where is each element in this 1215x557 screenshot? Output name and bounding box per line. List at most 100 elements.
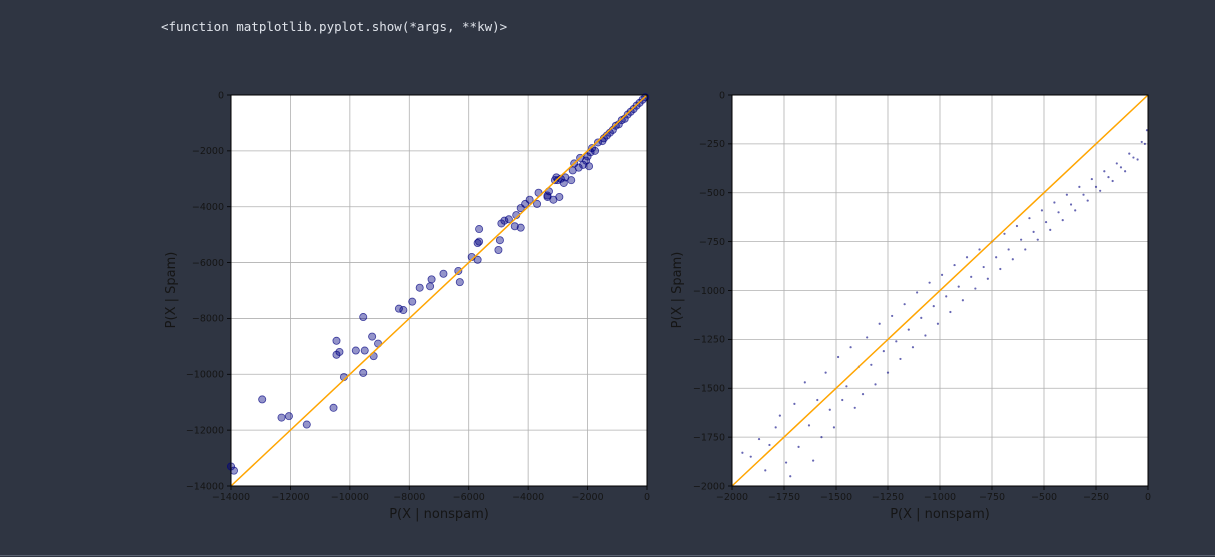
left-x-tick-label-1: −12000: [271, 492, 309, 503]
right-data-points: [741, 129, 1149, 478]
left-y-tick-label-0: −14000: [186, 481, 224, 492]
cell-output-text: <function matplotlib.pyplot.show(*args, …: [161, 19, 508, 34]
right-data-point-23: [853, 406, 856, 409]
right-data-point-18: [832, 426, 836, 429]
left-data-point-63: [583, 152, 592, 161]
right-data-point-37: [911, 346, 915, 349]
left-y-tick-label-7: 0: [218, 90, 224, 101]
right-data-point-44: [940, 273, 944, 276]
right-data-point-60: [1007, 248, 1010, 251]
right-data-point-57: [995, 256, 998, 259]
left-data-point-30: [475, 237, 484, 246]
right-data-point-26: [866, 336, 869, 339]
left-data-point-15: [368, 332, 377, 341]
left-data-point-5: [302, 420, 311, 429]
left-data-point-79: [626, 107, 635, 116]
left-data-point-46: [543, 191, 552, 200]
right-y-ticks: −2000 −1750 −1500 −1250 −1000 −750 −500 −250 0: [693, 90, 732, 492]
right-data-point-91: [1136, 158, 1139, 161]
right-data-point-34: [899, 357, 902, 361]
right-data-point-85: [1111, 179, 1114, 183]
right-x-tick-label-0: −2000: [716, 492, 748, 503]
right-x-tick-label-2: −1500: [820, 492, 852, 503]
right-data-point-46: [949, 310, 952, 314]
left-data-point-13: [359, 313, 368, 322]
left-data-point-3: [277, 413, 286, 422]
right-data-point-66: [1032, 230, 1035, 233]
left-x-tick-label-0: −14000: [212, 492, 250, 503]
left-data-point-18: [394, 304, 403, 313]
right-y-tick-label-6: −500: [699, 188, 725, 199]
right-data-point-12: [807, 424, 811, 427]
right-data-point-74: [1065, 193, 1068, 196]
left-data-point-26: [455, 278, 464, 287]
right-y-axis-label: P(X | Spam): [670, 252, 685, 329]
left-data-point-36: [504, 215, 513, 224]
right-data-point-47: [953, 263, 956, 267]
right-data-point-82: [1099, 189, 1102, 192]
right-data-point-48: [957, 285, 960, 288]
right-data-point-92: [1140, 140, 1143, 144]
right-data-point-8: [789, 475, 792, 478]
left-data-point-35: [500, 216, 509, 225]
right-data-point-52: [974, 287, 977, 290]
right-data-point-84: [1107, 176, 1110, 179]
right-scatter-chart: −2000 −1750 −1500 −1250 −1000 −750 −500 −250 0 −…: [670, 90, 1151, 522]
right-data-point-80: [1090, 177, 1093, 181]
right-y-tick-label-3: −1250: [693, 335, 725, 346]
right-data-point-27: [870, 363, 873, 366]
right-y-tick-label-0: −2000: [693, 481, 725, 492]
right-data-point-10: [797, 445, 800, 448]
right-data-point-4: [768, 443, 771, 447]
right-data-point-59: [1003, 232, 1006, 235]
left-data-point-66: [588, 144, 597, 153]
right-data-point-50: [965, 256, 969, 259]
left-scatter-chart: −14000 −12000 −10000 −8000 −6000 −4000 −2000 0 …: [164, 90, 650, 522]
left-data-point-68: [593, 138, 602, 147]
right-data-point-42: [932, 305, 935, 308]
left-y-tick-label-3: −8000: [192, 314, 224, 325]
right-y-tick-label-5: −750: [699, 237, 725, 248]
right-x-tick-label-5: −750: [979, 492, 1005, 503]
left-x-ticks: −14000 −12000 −10000 −8000 −6000 −4000 −2000 0: [212, 486, 650, 503]
left-reference-line: [230, 94, 648, 487]
left-y-tick-label-4: −6000: [192, 258, 224, 269]
right-data-point-65: [1028, 217, 1031, 220]
right-reference-line: [731, 94, 1149, 487]
right-data-point-22: [849, 346, 852, 349]
left-x-tick-label-4: −6000: [453, 492, 485, 503]
left-data-point-21: [415, 283, 424, 292]
right-data-point-29: [878, 322, 881, 325]
right-data-point-3: [764, 469, 767, 472]
right-data-point-13: [812, 459, 815, 462]
right-data-point-5: [774, 426, 777, 429]
right-data-point-9: [793, 402, 796, 405]
right-x-tick-label-6: −500: [1031, 492, 1057, 503]
right-data-point-83: [1103, 170, 1106, 173]
left-data-point-12: [359, 368, 368, 377]
left-x-tick-label-7: 0: [644, 492, 650, 503]
left-y-ticks: −14000 −12000 −10000 −8000 −6000 −4000 −2000 0: [186, 90, 231, 492]
left-data-point-11: [351, 346, 360, 355]
left-data-point-19: [399, 306, 408, 315]
left-data-point-7: [332, 336, 341, 345]
right-data-point-62: [1015, 224, 1019, 228]
left-x-tick-label-5: −4000: [512, 492, 544, 503]
right-data-point-40: [924, 334, 927, 337]
right-data-point-58: [999, 267, 1002, 271]
right-data-point-53: [978, 248, 981, 251]
left-y-tick-label-1: −12000: [186, 425, 224, 436]
right-data-point-41: [928, 281, 931, 284]
left-data-point-67: [591, 146, 600, 155]
right-x-axis-label: P(X | nonspam): [890, 507, 990, 522]
right-data-point-87: [1119, 166, 1123, 169]
right-data-point-28: [874, 383, 877, 386]
left-data-point-78: [623, 110, 632, 119]
right-data-point-75: [1069, 203, 1073, 206]
right-data-point-55: [986, 277, 989, 280]
left-data-point-56: [567, 176, 576, 185]
left-data-point-20: [408, 297, 417, 306]
left-y-tick-label-6: −2000: [192, 146, 224, 157]
right-data-point-14: [816, 398, 819, 402]
